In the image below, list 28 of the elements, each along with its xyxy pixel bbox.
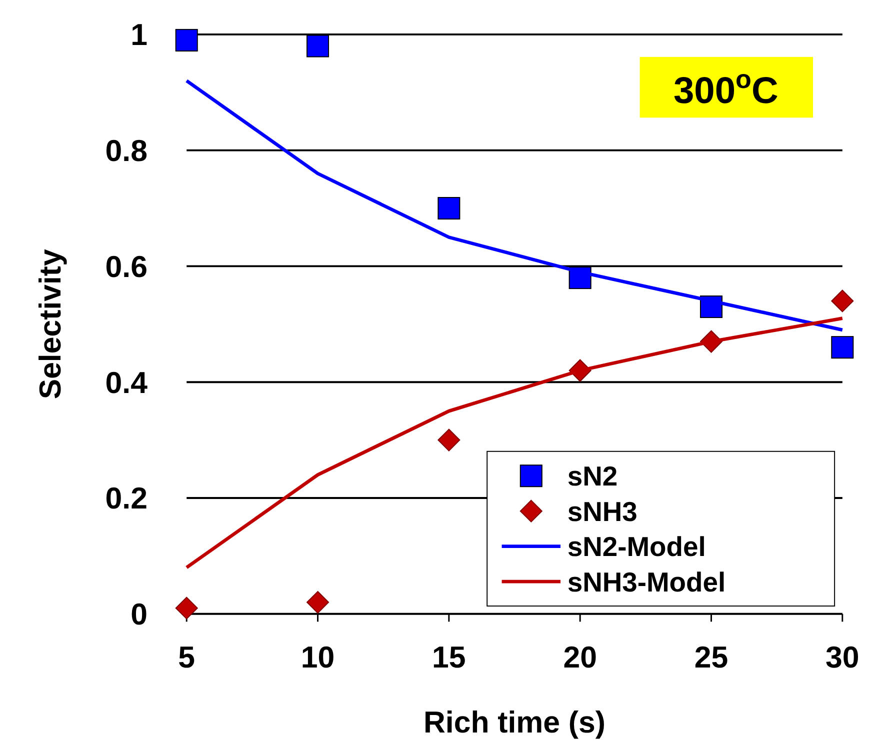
- annotation: 300$^{o}$C: [674, 64, 778, 111]
- legend-label: sNH3: [567, 496, 638, 527]
- x-axis-title: Rich time (s): [424, 706, 606, 740]
- y-tick-label: 0.2: [105, 482, 148, 516]
- x-tick-label: 30: [826, 642, 860, 675]
- point: [175, 28, 198, 52]
- x-tick-label: 10: [300, 642, 335, 675]
- y-tick-label: 0.6: [105, 250, 148, 284]
- legend-label: sN2: [567, 460, 618, 492]
- legend-label: sNH3-Model: [567, 566, 726, 598]
- y-tick-label: 0.4: [105, 366, 148, 400]
- x-tick-label: 15: [432, 642, 466, 675]
- point: [306, 591, 330, 614]
- x-tick-label: 5: [178, 642, 196, 675]
- point: [831, 290, 854, 312]
- x-tick-label: 20: [563, 642, 597, 675]
- point: [438, 197, 460, 220]
- line-series: [184, 316, 844, 570]
- legend-label: sN2-Model: [567, 531, 706, 562]
- y-tick-label: 1: [130, 19, 148, 52]
- y-tick-label: 0.8: [105, 135, 148, 168]
- point: [831, 336, 854, 359]
- x-tick-label: 25: [694, 642, 728, 675]
- point: [175, 596, 198, 620]
- y-tick-label: 0: [130, 598, 148, 632]
- point: [306, 34, 330, 58]
- point: [438, 428, 460, 452]
- y-axis-title: Selectivity: [34, 248, 68, 400]
